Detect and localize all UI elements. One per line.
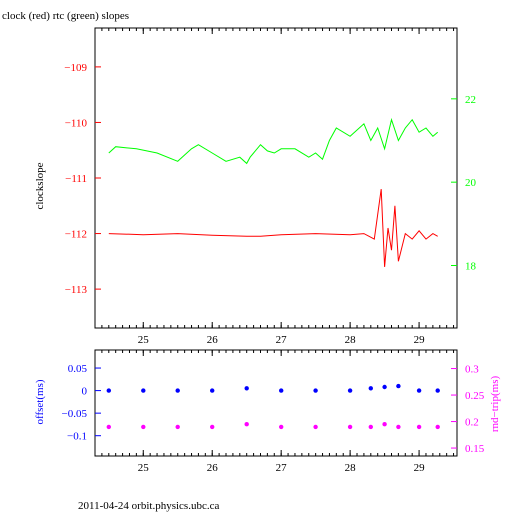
roundtrip-point xyxy=(141,424,146,430)
y-left-tick-label: −109 xyxy=(64,62,87,74)
offset-point xyxy=(244,386,249,391)
roundtrip-point xyxy=(347,424,353,430)
roundtrip-point xyxy=(416,424,422,430)
figure-title: clock (red) rtc (green) slopes xyxy=(2,10,129,22)
slopes-x-tick-labels: 25 26 27 28 29 xyxy=(138,334,425,346)
offset-point xyxy=(175,388,180,393)
slopes-series xyxy=(108,117,439,267)
y-left-tick-label: −113 xyxy=(65,284,88,296)
offset-panel: 25 26 27 28 29 0.05 0 −0.05 −0.1 0.3 0.25 0.2 0.15… xyxy=(34,349,501,474)
x-tick-label: 26 xyxy=(207,334,219,346)
roundtrip-point xyxy=(396,424,401,430)
offset-points xyxy=(106,383,440,393)
x-tick-label: 29 xyxy=(414,334,426,346)
x-tick-label: 27 xyxy=(276,462,288,474)
x-tick-label: 25 xyxy=(138,462,150,474)
rtc-slope-line xyxy=(108,117,439,165)
x-tick-label: 29 xyxy=(414,462,426,474)
slopes-left-tick-labels: −109 −110 −111 −112 −113 xyxy=(64,62,87,296)
offset-point xyxy=(141,388,146,393)
y-right-tick-label: 20 xyxy=(465,177,477,189)
offset-point xyxy=(396,383,401,389)
y-left-tick-label: 0 xyxy=(82,386,88,398)
y-right-tick-label: 0.25 xyxy=(465,390,485,402)
offset-left-tick-labels: 0.05 0 −0.05 −0.1 xyxy=(62,363,88,443)
offset-point xyxy=(368,386,373,391)
y-right-tick-label: 0.15 xyxy=(465,443,485,455)
offset-point xyxy=(435,388,440,393)
y-left-tick-label: −111 xyxy=(65,173,87,185)
y-right-tick-label: 22 xyxy=(465,94,476,106)
slopes-ticks xyxy=(94,28,457,328)
x-tick-label: 26 xyxy=(207,462,219,474)
offset-point xyxy=(210,388,215,393)
offset-point xyxy=(382,384,387,390)
y-left-tick-label: −110 xyxy=(65,117,88,129)
offset-series xyxy=(106,383,440,430)
offset-y-axis-label: offset(ms) xyxy=(34,379,46,424)
y-left-tick-label: −0.1 xyxy=(67,431,87,443)
slopes-right-tick-labels: 18 20 22 xyxy=(465,94,477,273)
roundtrip-point xyxy=(279,424,284,430)
slopes-frame xyxy=(94,27,458,329)
y-left-tick-label: 0.05 xyxy=(68,363,88,375)
y-right-tick-label: 0.3 xyxy=(465,364,479,376)
roundtrip-point xyxy=(244,422,249,427)
roundtrip-right-tick-labels: 0.3 0.25 0.2 0.15 xyxy=(465,364,485,456)
roundtrip-point xyxy=(368,424,373,430)
offset-point xyxy=(347,388,353,393)
roundtrip-point xyxy=(435,424,440,430)
roundtrip-point xyxy=(210,424,215,430)
offset-point xyxy=(106,388,112,393)
offset-point xyxy=(416,388,422,393)
y-right-tick-label: 0.2 xyxy=(465,417,479,429)
x-tick-label: 28 xyxy=(345,462,357,474)
roundtrip-y-axis-label: rnd−trip(ms) xyxy=(489,376,501,433)
offset-point xyxy=(313,388,318,393)
y-left-tick-label: −112 xyxy=(65,229,87,241)
y-left-tick-label: −0.05 xyxy=(62,408,88,420)
offset-point xyxy=(279,388,284,393)
roundtrip-point xyxy=(175,424,180,430)
offset-ticks xyxy=(94,350,457,456)
roundtrip-point xyxy=(313,424,318,430)
offset-frame xyxy=(94,349,458,457)
roundtrip-points xyxy=(106,422,440,430)
roundtrip-point xyxy=(382,422,387,427)
x-tick-label: 25 xyxy=(138,334,150,346)
slopes-y-axis-label: clockslope xyxy=(34,162,46,209)
x-tick-label: 28 xyxy=(345,334,357,346)
slopes-panel: 25 26 27 28 29 −109 −110 −111 −112 −113 18 20 22 c… xyxy=(34,27,477,346)
y-right-tick-label: 18 xyxy=(465,261,477,273)
clock-slope-line xyxy=(108,189,438,267)
offset-x-tick-labels: 25 26 27 28 29 xyxy=(138,462,425,474)
x-tick-label: 27 xyxy=(276,334,288,346)
footer-caption: 2011-04-24 orbit.physics.ubc.ca xyxy=(78,500,219,512)
roundtrip-point xyxy=(106,424,112,430)
